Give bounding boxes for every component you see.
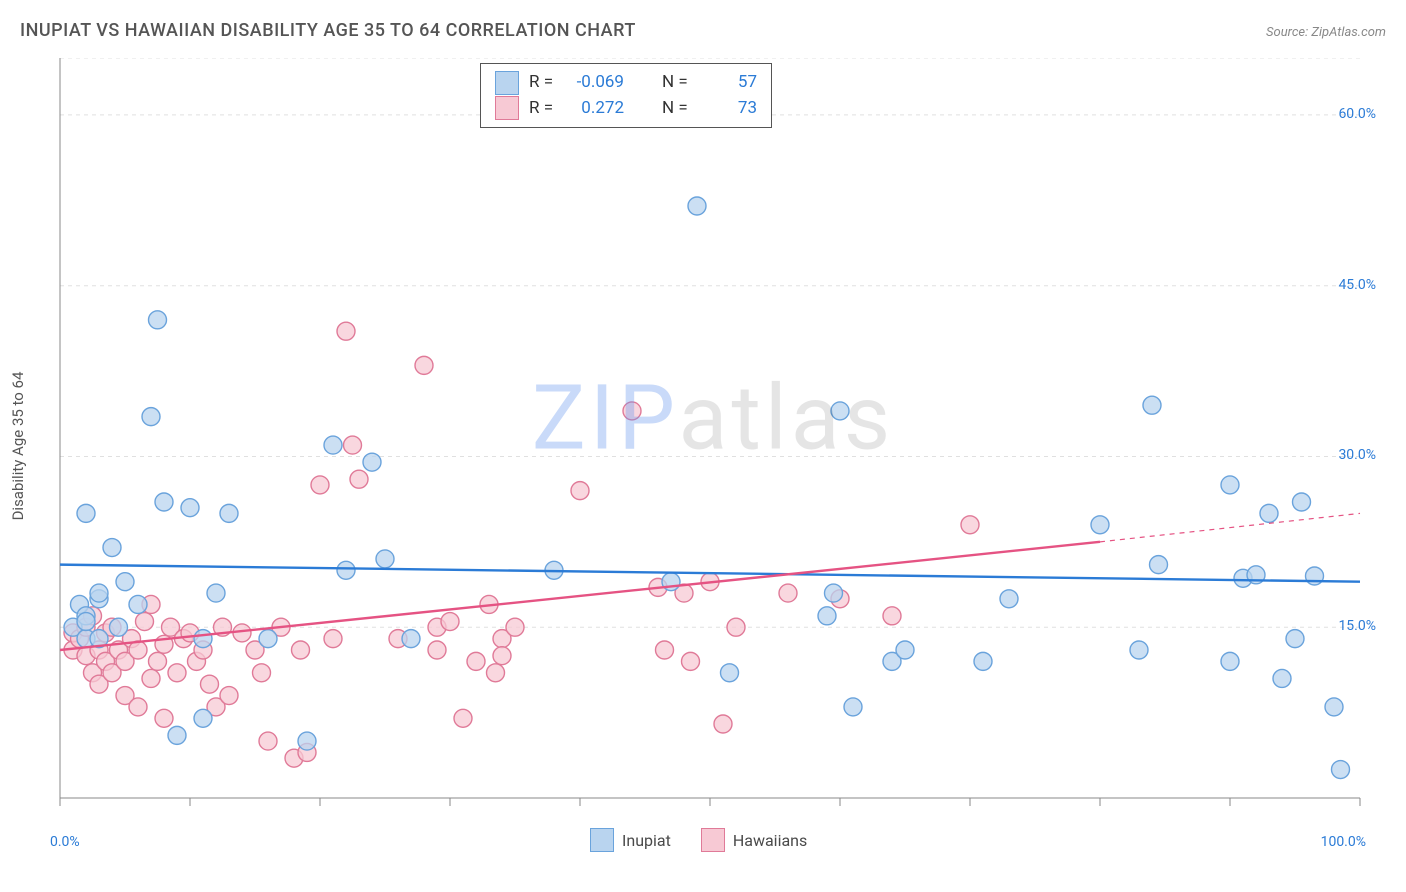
swatch-hawaiians	[495, 96, 519, 120]
chart-title: INUPIAT VS HAWAIIAN DISABILITY AGE 35 TO…	[20, 20, 636, 41]
stat-n-label: N =	[662, 96, 692, 122]
legend-label-inupiat: Inupiat	[622, 831, 671, 850]
stat-r-inupiat: -0.069	[569, 70, 624, 96]
legend-swatch-inupiat	[590, 828, 614, 852]
y-tick-label: 45.0%	[1338, 277, 1376, 293]
stat-row-inupiat: R = -0.069 N = 57	[495, 70, 757, 96]
scatter-plot	[50, 58, 1376, 858]
chart-container: ZIPatlas R = -0.069 N = 57 R = 0.272 N =…	[50, 58, 1376, 858]
x-axis-max-label: 100.0%	[1321, 834, 1366, 850]
stat-r-label: R =	[529, 96, 559, 122]
stat-r-hawaiians: 0.272	[569, 96, 624, 122]
legend-label-hawaiians: Hawaiians	[733, 831, 807, 850]
legend-item-hawaiians: Hawaiians	[701, 828, 807, 852]
stat-r-label: R =	[529, 70, 559, 96]
stat-row-hawaiians: R = 0.272 N = 73	[495, 96, 757, 122]
y-tick-label: 30.0%	[1338, 447, 1376, 463]
swatch-inupiat	[495, 71, 519, 95]
y-tick-label: 15.0%	[1338, 618, 1376, 634]
stat-n-inupiat: 57	[702, 70, 757, 96]
legend-swatch-hawaiians	[701, 828, 725, 852]
legend-item-inupiat: Inupiat	[590, 828, 671, 852]
x-axis-min-label: 0.0%	[50, 834, 80, 850]
y-axis-label: Disability Age 35 to 64	[9, 372, 27, 521]
stat-n-hawaiians: 73	[702, 96, 757, 122]
chart-source: Source: ZipAtlas.com	[1266, 25, 1386, 40]
correlation-stats-box: R = -0.069 N = 57 R = 0.272 N = 73	[480, 63, 772, 128]
legend: Inupiat Hawaiians	[590, 828, 807, 852]
stat-n-label: N =	[662, 70, 692, 96]
y-tick-label: 60.0%	[1338, 106, 1376, 122]
